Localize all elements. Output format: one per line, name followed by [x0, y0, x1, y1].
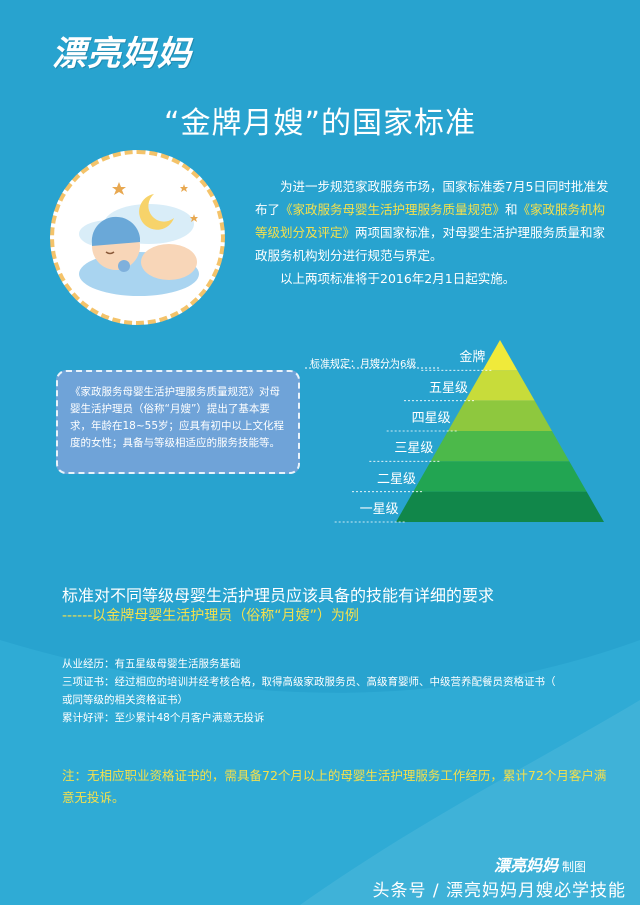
intro-text: 为进一步规范家政服务市场，国家标准委7月5日同时批准发布了《家政服务母婴生活护理… — [255, 175, 617, 290]
credit-logo: 漂亮妈妈 — [493, 856, 558, 875]
footnote: 注：无相应职业资格证书的，需具备72个月以上的母婴生活护理服务工作经历，累计72… — [62, 768, 607, 805]
pyramid-level-label: 二星级 — [377, 471, 417, 487]
requirement-item: 累计好评：至少累计48个月客户满意无投诉 — [62, 712, 265, 724]
pyramid-level-label: 三星级 — [394, 441, 434, 457]
requirements-note-box: 《家政服务母婴生活护理服务质量规范》对母婴生活护理员（俗称“月嫂”）提出了基本要… — [56, 370, 300, 474]
section-heading: 标准对不同等级母婴生活护理员应该具备的技能有详细的要求 — [62, 586, 495, 605]
standard-name-2: 《家政服务机构等级划分及评定》 — [255, 202, 606, 240]
pyramid-layer-5 — [413, 461, 587, 492]
pyramid-level-label: 一星级 — [359, 501, 399, 517]
intro-paragraph-1: 为进一步规范家政服务市场，国家标准委7月5日同时批准发布了《家政服务母婴生活护理… — [255, 179, 609, 263]
page-title: “金牌月嫂”的国家标准 — [163, 106, 477, 141]
pyramid-layer-4 — [430, 431, 570, 462]
standard-label: 标准规定：月嫂分为6级 — [310, 359, 417, 370]
credit-text: 制图 — [561, 860, 586, 874]
pyramid-level-label: 五星级 — [429, 380, 469, 396]
pyramid-layer-3 — [448, 400, 552, 431]
brand-logo: 漂亮妈妈 — [52, 34, 192, 74]
pyramid-layer-2 — [465, 370, 535, 401]
requirements-list: 从业经历：有五星级母婴生活服务基础 三项证书：经过相应的培训并经考核合格，取得高… — [62, 655, 602, 727]
pyramid-layer-6 — [396, 491, 604, 522]
requirement-item: 从业经历：有五星级母婴生活服务基础 — [62, 658, 241, 670]
section-subheading: ------以金牌母婴生活护理员（俗称“月嫂”）为例 — [62, 608, 359, 624]
watermark: 头条号 / 漂亮妈妈月嫂必学技能 — [372, 881, 626, 901]
standard-name-1: 《家政服务母婴生活护理服务质量规范》 — [280, 202, 506, 217]
requirement-item: 三项证书：经过相应的培训并经考核合格，取得高级家政服务员、高级育婴师、中级营养配… — [62, 676, 556, 688]
requirement-item: 或同等级的相关资格证书） — [62, 694, 188, 706]
pyramid-level-label: 四星级 — [411, 410, 451, 426]
credit-line: 漂亮妈妈 制图 — [494, 852, 586, 876]
intro-paragraph-2: 以上两项标准将于2016年2月1日起实施。 — [280, 271, 516, 286]
pyramid-level-label: 金牌 — [459, 350, 486, 366]
pyramid-layer-1 — [482, 340, 518, 371]
sleeping-baby-illustration — [50, 150, 225, 325]
